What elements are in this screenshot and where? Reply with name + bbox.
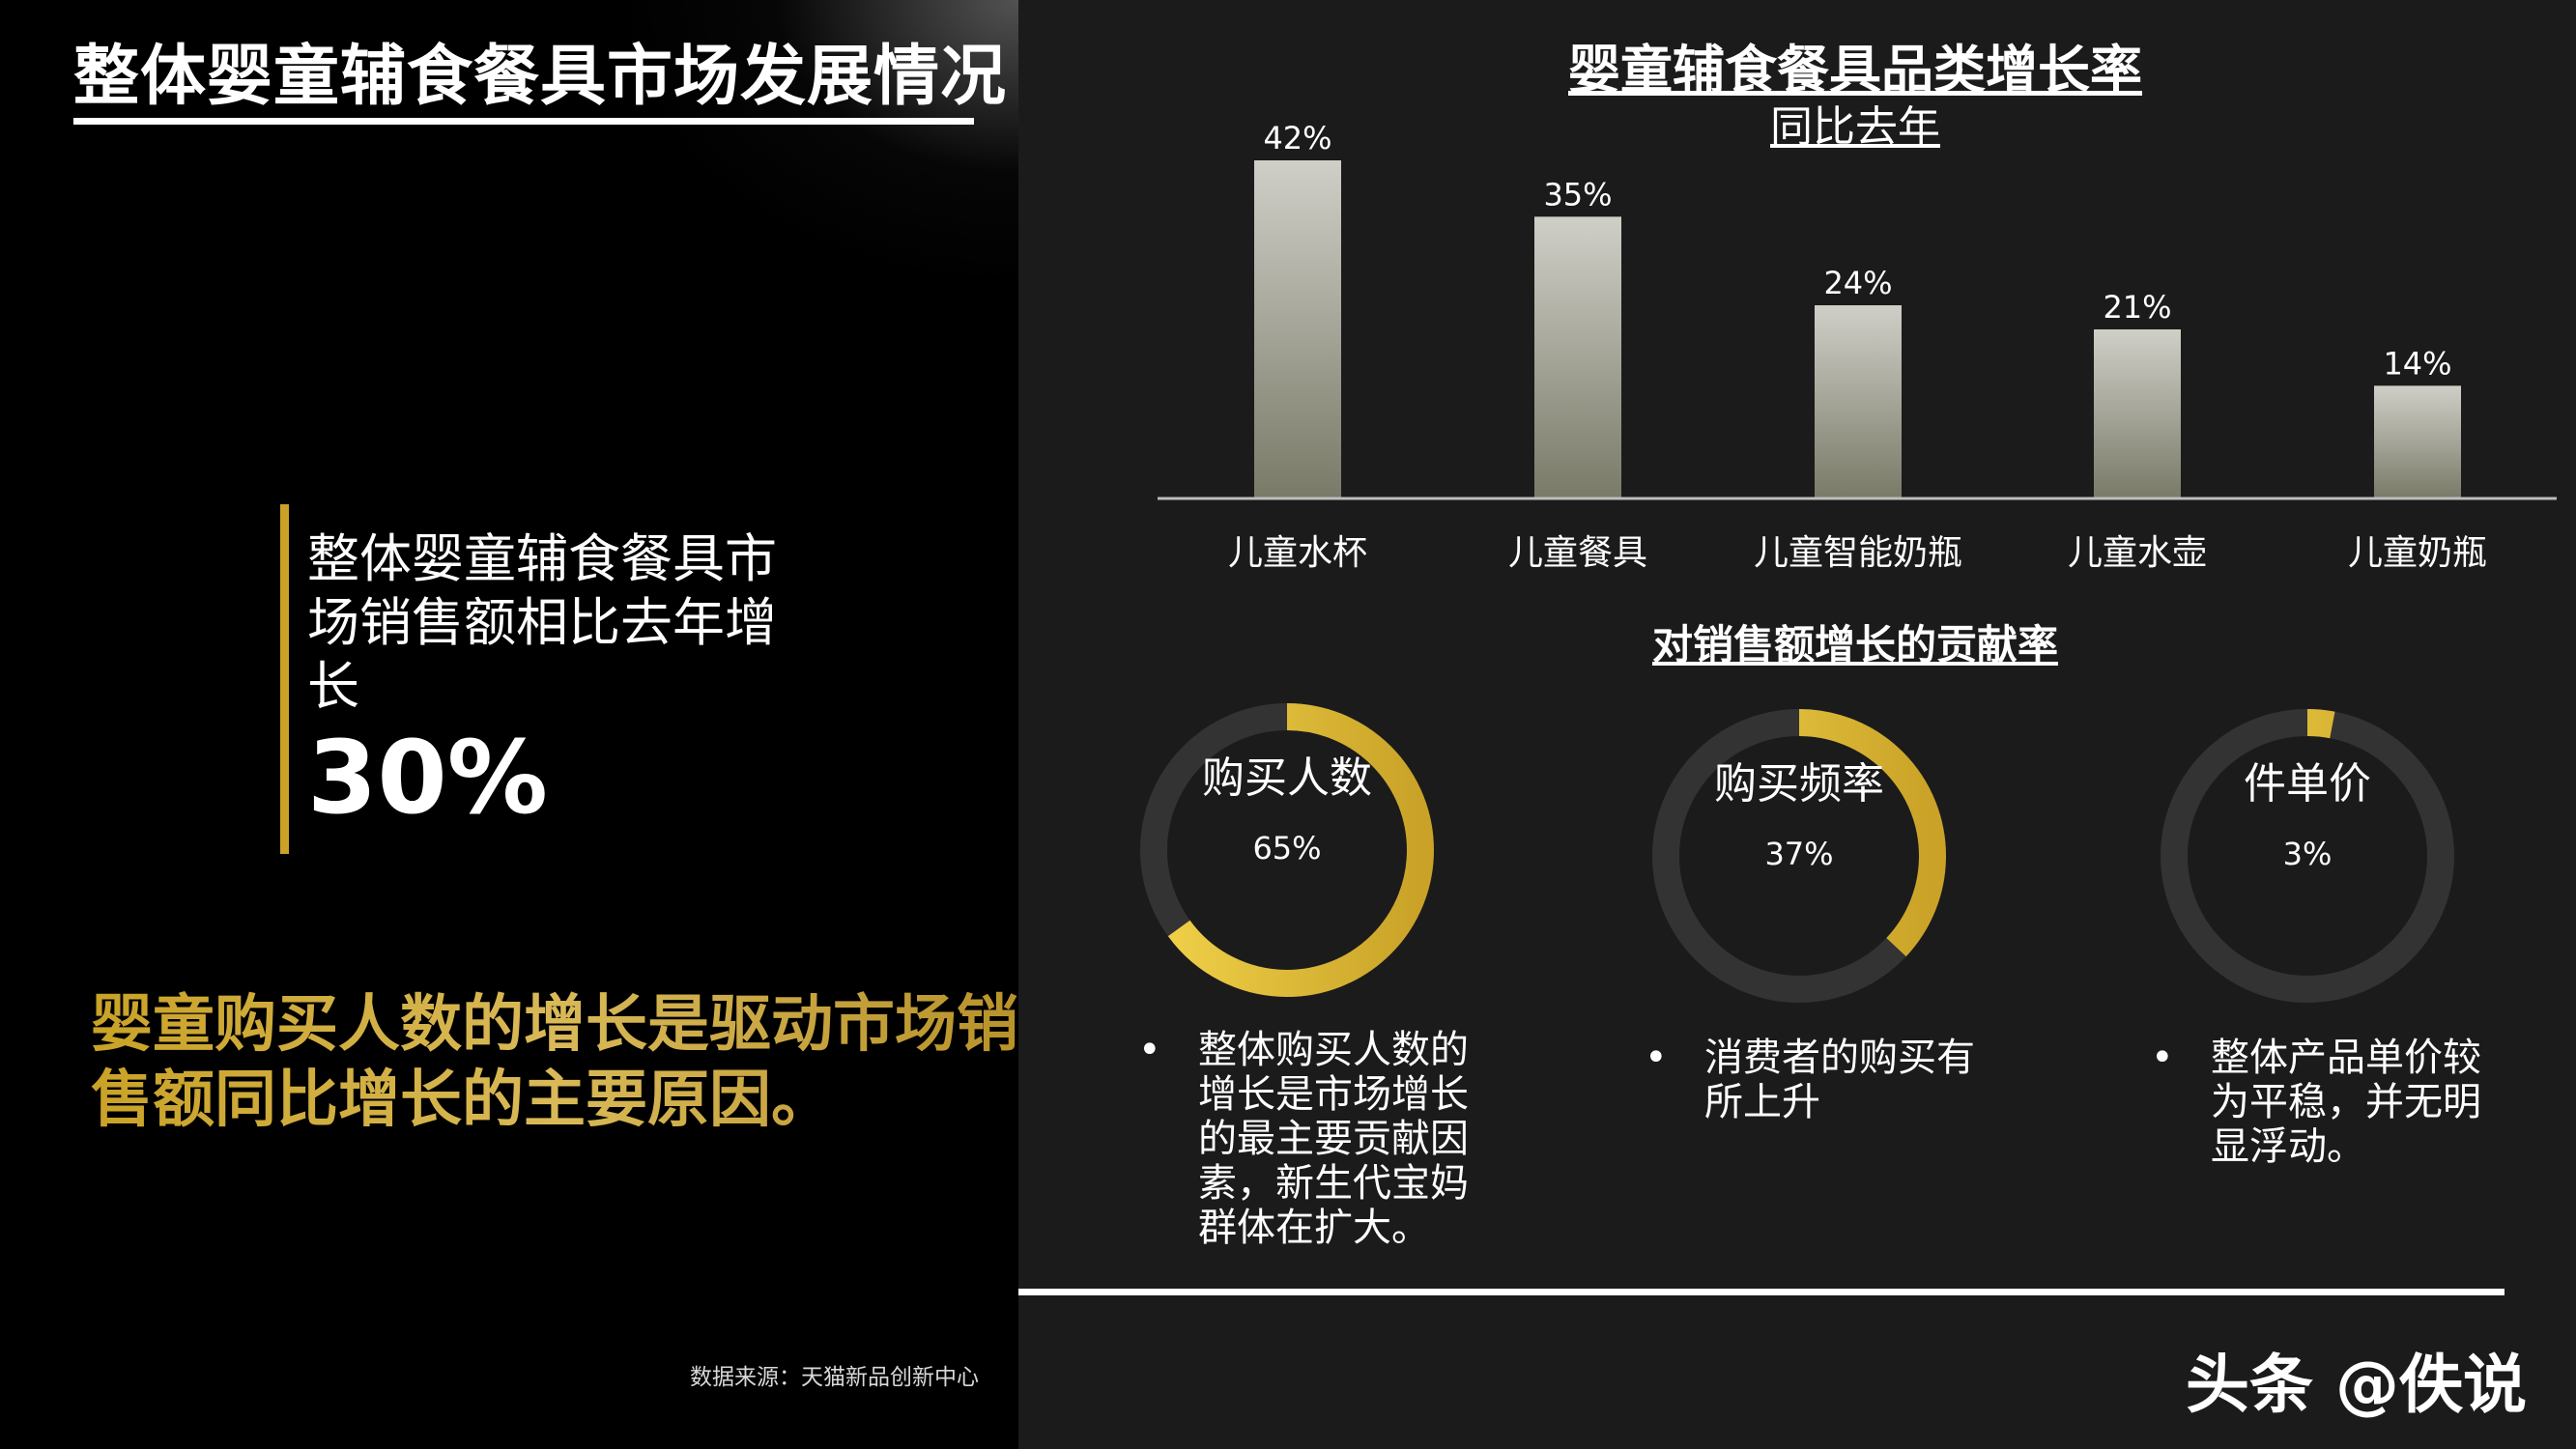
source-note: 数据来源：天猫新品创新中心 xyxy=(690,1365,979,1390)
bar-category-label: 儿童智能奶瓶 xyxy=(1754,533,1962,573)
bar-chart-subtitle: 同比去年 xyxy=(1770,102,1940,152)
conclusion-text: 婴童购买人数的增长是驱动市场销售额同比增长的主要原因。 xyxy=(91,989,1018,1136)
bar-value-label: 21% xyxy=(2103,289,2171,326)
bullet-text: 整体产品单价较为平稳，并无明显浮动。 xyxy=(2211,1036,2481,1169)
donut-value: 37% xyxy=(1764,836,1834,872)
bar-3 xyxy=(1815,305,1902,498)
bullet-icon: • xyxy=(1645,1036,1668,1080)
donut-label: 件单价 xyxy=(2244,759,2371,809)
bar-4 xyxy=(2094,329,2181,498)
bar-category-label: 儿童水杯 xyxy=(1228,533,1367,573)
donut-label: 购买人数 xyxy=(1202,753,1372,803)
highlight-value: 30% xyxy=(307,719,548,837)
donut-label: 购买频率 xyxy=(1714,759,1884,809)
bar-chart-title: 婴童辅食餐具品类增长率 xyxy=(1568,40,2142,100)
bullet-icon: • xyxy=(2151,1036,2174,1080)
donut-chart-2: 购买频率 37% xyxy=(1645,701,1954,1010)
bar-category-label: 儿童餐具 xyxy=(1508,533,1647,573)
bar-value-label: 35% xyxy=(1543,176,1612,213)
left-panel xyxy=(0,0,1018,1449)
bullet-icon: • xyxy=(1138,1028,1161,1072)
bar-category-label: 儿童水壶 xyxy=(2068,533,2207,573)
title-underline xyxy=(73,118,974,125)
bar-category-label: 儿童奶瓶 xyxy=(2348,533,2487,573)
donut-arc xyxy=(2161,709,2454,1003)
donut-arc xyxy=(1652,709,1946,1003)
watermark: 头条 @佚说 xyxy=(2186,1348,2527,1422)
donut-section-title: 对销售额增长的贡献率 xyxy=(1651,621,2058,668)
bar-2 xyxy=(1534,216,1621,499)
donut-value: 3% xyxy=(2282,836,2333,872)
bar-5 xyxy=(2374,385,2461,498)
bar-value-label: 14% xyxy=(2383,345,2451,382)
bottom-rule xyxy=(1018,1289,2504,1295)
bar-value-label: 24% xyxy=(1823,265,1892,301)
donut-value: 65% xyxy=(1252,830,1322,867)
donut-chart-3: 件单价 3% xyxy=(2153,701,2462,1010)
bar-1 xyxy=(1254,160,1341,498)
highlight-text: 整体婴童辅食餐具市场销售额相比去年增长 xyxy=(307,528,777,717)
bullet-text: 消费者的购买有所上升 xyxy=(1704,1036,1975,1124)
highlight-accent-bar xyxy=(280,504,289,854)
donut-arc xyxy=(1140,703,1434,997)
bar-value-label: 42% xyxy=(1263,120,1331,156)
page-title: 整体婴童辅食餐具市场发展情况 xyxy=(73,39,1008,115)
bar-chart: 42% 儿童水杯 35% 儿童餐具 24% 儿童智能奶瓶 21% 儿童水壶 14% 儿童奶瓶 xyxy=(1158,120,2557,573)
bullet-text: 整体购买人数的增长是市场增长的最主要贡献因素，新生代宝妈群体在扩大。 xyxy=(1198,1028,1469,1250)
donut-chart-1: 购买人数 65% xyxy=(1132,696,1442,1005)
